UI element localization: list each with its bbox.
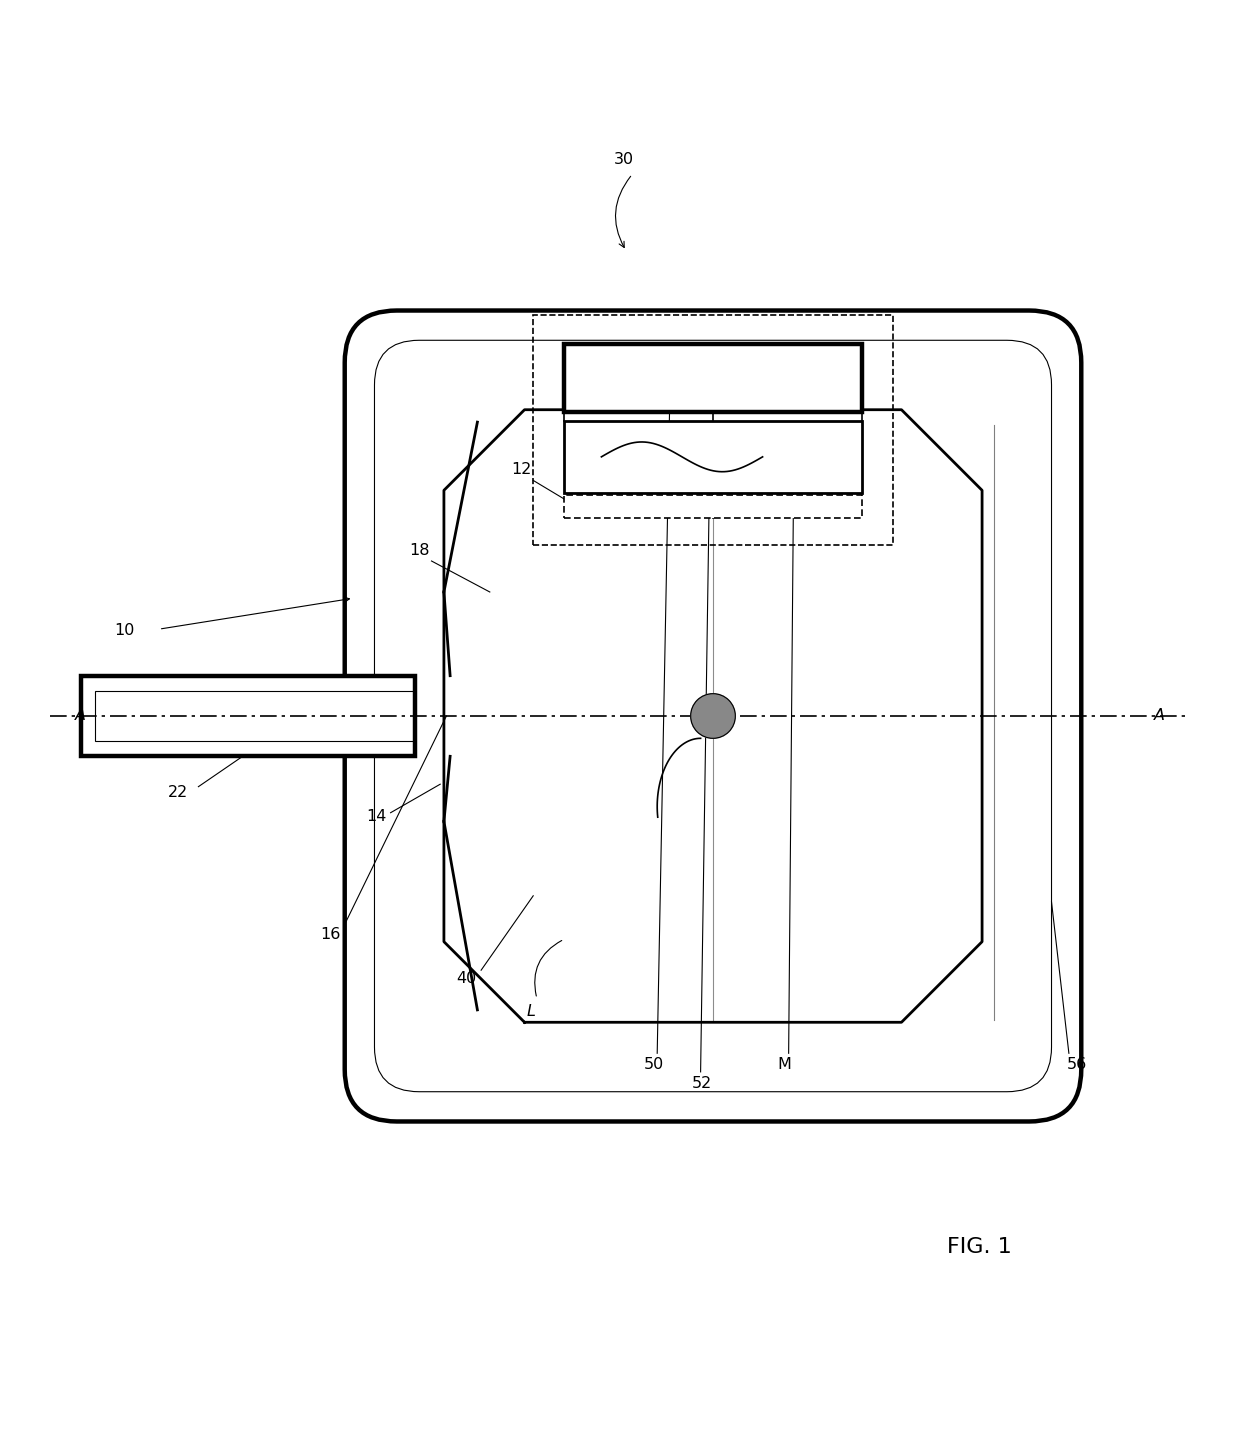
Text: 14: 14 (366, 809, 386, 825)
Text: 50: 50 (644, 1057, 663, 1073)
Text: L: L (527, 1004, 536, 1020)
Text: 52: 52 (692, 1075, 712, 1091)
Text: 22: 22 (167, 785, 187, 799)
Text: 18: 18 (409, 543, 430, 558)
Text: 56: 56 (1066, 1057, 1086, 1073)
Bar (564, 495, 862, 517)
Bar (95, 690, 415, 742)
Text: L: L (738, 471, 746, 485)
Bar (564, 344, 862, 412)
Bar (564, 421, 862, 493)
Text: A: A (76, 709, 86, 723)
Bar (533, 315, 893, 546)
Text: 12: 12 (511, 463, 531, 477)
Bar (81, 676, 415, 756)
Text: 30: 30 (614, 152, 634, 168)
Text: P: P (614, 471, 624, 485)
Text: A: A (1154, 709, 1164, 723)
Text: 16: 16 (320, 927, 340, 942)
Circle shape (691, 693, 735, 739)
FancyBboxPatch shape (345, 311, 1081, 1121)
Text: 10: 10 (114, 623, 134, 639)
Text: 40: 40 (456, 971, 476, 985)
Text: FIG. 1: FIG. 1 (947, 1237, 1012, 1257)
Text: M: M (777, 1057, 791, 1073)
